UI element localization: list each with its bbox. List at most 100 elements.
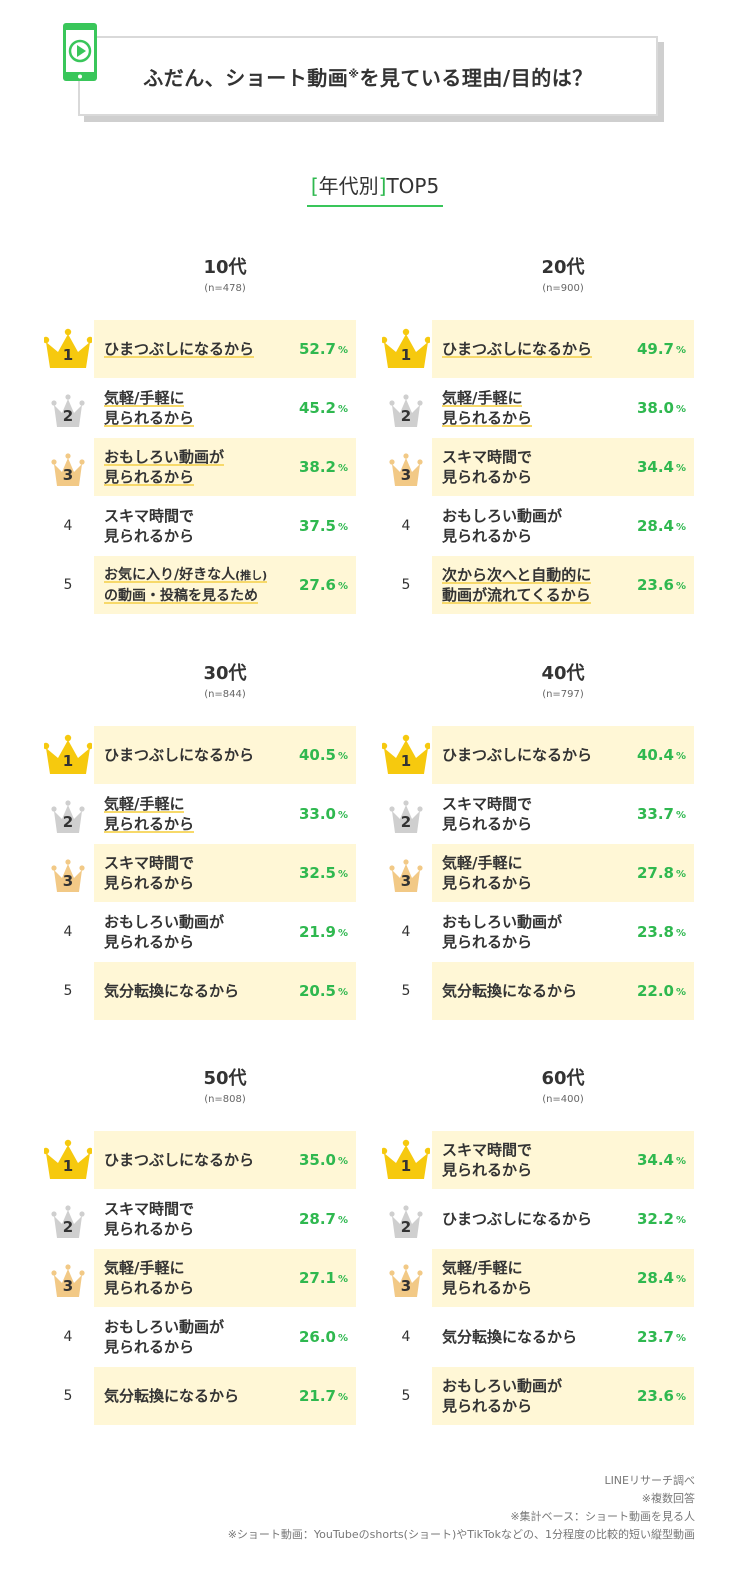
rank-badge: 3 — [38, 1249, 98, 1307]
reason-label: おもしろい動画が 見られるから — [104, 913, 225, 951]
rank-number: 4 — [63, 1329, 73, 1345]
reason-box: お気に入り/好きな人(推し) の動画・投稿を見るため 27.6% — [94, 556, 356, 614]
rank-badge: 5 — [38, 556, 98, 614]
reason-box: ひまつぶしになるから 49.7% — [432, 320, 694, 378]
sample-size: (n=808) — [204, 1094, 246, 1105]
rank-number: 2 — [62, 1218, 74, 1236]
percent-value: 27.8% — [636, 864, 686, 882]
reason-label: お気に入り/好きな人(推し) の動画・投稿を見るため — [104, 566, 268, 604]
percent-value: 33.7% — [636, 805, 686, 823]
rank-row: 4 おもしろい動画が 見られるから 26.0% — [38, 1308, 368, 1366]
reason-box: 気軽/手軽に 見られるから 38.0% — [432, 379, 694, 437]
reason-box: 次から次へと自動的に 動画が流れてくるから 23.6% — [432, 556, 694, 614]
rank-badge: 2 — [376, 1190, 436, 1248]
page-title: ふだん、ショート動画※を見ている理由/目的は？ — [143, 65, 593, 90]
percent-value: 38.0% — [636, 399, 686, 417]
rank-badge: 4 — [376, 903, 436, 961]
rank-badge: 3 — [376, 844, 436, 902]
percent-value: 32.2% — [636, 1210, 686, 1228]
percent-value: 40.4% — [636, 746, 686, 764]
age-title: 20代 — [541, 257, 585, 278]
rank-badge: 3 — [376, 1249, 436, 1307]
age-title: 50代 — [203, 1068, 247, 1089]
reason-label: 気軽/手軽に 見られるから — [442, 1259, 533, 1297]
percent-value: 40.5% — [298, 746, 348, 764]
percent-value: 23.8% — [636, 923, 686, 941]
rank-number: 1 — [62, 752, 74, 770]
reason-label: 気分転換になるから — [442, 1328, 578, 1346]
rank-row: 5 気分転換になるから 22.0% — [376, 962, 706, 1020]
reason-label: スキマ時間で 見られるから — [442, 448, 533, 486]
age-title: 30代 — [203, 663, 247, 684]
sample-size: (n=844) — [204, 689, 246, 700]
reason-label: ひまつぶしになるから — [104, 1151, 255, 1169]
sample-size: (n=797) — [542, 689, 584, 700]
reason-label: スキマ時間で 見られるから — [442, 795, 533, 833]
gold-crown-icon — [382, 734, 430, 774]
rank-row: 2 スキマ時間で 見られるから 33.7% — [376, 785, 706, 843]
reason-label: 気軽/手軽に 見られるから — [442, 389, 533, 427]
age-header: 50代 (n=808) — [94, 1068, 356, 1105]
rank-number: 3 — [62, 872, 74, 890]
reason-box: おもしろい動画が 見られるから 38.2% — [94, 438, 356, 496]
silver-crown-icon — [51, 800, 85, 833]
reason-label: 気分転換になるから — [442, 982, 578, 1000]
rank-row: 4 おもしろい動画が 見られるから 28.4% — [376, 497, 706, 555]
definition-note: ※ショート動画：YouTubeのshorts(ショート)やTikTokなどの、1… — [227, 1528, 695, 1541]
percent-value: 33.0% — [298, 805, 348, 823]
percent-value: 27.1% — [298, 1269, 348, 1287]
rank-badge: 1 — [38, 1131, 98, 1189]
percent-value: 28.4% — [636, 517, 686, 535]
percent-value: 52.7% — [298, 340, 348, 358]
bronze-crown-icon — [389, 859, 423, 892]
reason-label: スキマ時間で 見られるから — [104, 1200, 195, 1238]
rank-badge: 3 — [38, 438, 98, 496]
reason-label: 気分転換になるから — [104, 982, 240, 1000]
reason-box: 気分転換になるから 22.0% — [432, 962, 694, 1020]
percent-value: 45.2% — [298, 399, 348, 417]
reason-box: 気軽/手軽に 見られるから 45.2% — [94, 379, 356, 437]
percent-value: 21.9% — [298, 923, 348, 941]
rank-number: 3 — [400, 1277, 412, 1295]
reason-label: 気軽/手軽に 見られるから — [104, 795, 195, 833]
rank-badge: 3 — [38, 844, 98, 902]
source-note: LINEリサーチ調べ — [604, 1474, 695, 1487]
sample-size: (n=478) — [204, 283, 246, 294]
rank-number: 3 — [400, 466, 412, 484]
reason-label: スキマ時間で 見られるから — [104, 854, 195, 892]
rank-row: 5 気分転換になるから 21.7% — [38, 1367, 368, 1425]
header-box: ふだん、ショート動画※を見ている理由/目的は？ — [78, 36, 658, 116]
phone-play-icon — [63, 23, 97, 81]
subtitle: [年代別]TOP5 — [0, 170, 750, 207]
reason-label: 気軽/手軽に 見られるから — [104, 389, 195, 427]
reason-box: ひまつぶしになるから 35.0% — [94, 1131, 356, 1189]
silver-crown-icon — [389, 1205, 423, 1238]
rank-number: 3 — [62, 466, 74, 484]
reason-box: おもしろい動画が 見られるから 21.9% — [94, 903, 356, 961]
age-header: 30代 (n=844) — [94, 663, 356, 700]
reason-box: おもしろい動画が 見られるから 23.8% — [432, 903, 694, 961]
reason-box: 気分転換になるから 23.7% — [432, 1308, 694, 1366]
rank-number: 4 — [63, 518, 73, 534]
rank-number: 2 — [62, 813, 74, 831]
percent-value: 34.4% — [636, 1151, 686, 1169]
reason-box: スキマ時間で 見られるから 34.4% — [432, 438, 694, 496]
reason-label: スキマ時間で 見られるから — [442, 1141, 533, 1179]
rank-badge: 1 — [38, 320, 98, 378]
reason-label: おもしろい動画が 見られるから — [104, 448, 225, 486]
rank-badge: 5 — [376, 1367, 436, 1425]
rank-row: 3 気軽/手軽に 見られるから 27.8% — [376, 844, 706, 902]
rank-row: 2 スキマ時間で 見られるから 28.7% — [38, 1190, 368, 1248]
rank-row: 5 おもしろい動画が 見られるから 23.6% — [376, 1367, 706, 1425]
reason-label: ひまつぶしになるから — [442, 1210, 593, 1228]
reason-box: スキマ時間で 見られるから 34.4% — [432, 1131, 694, 1189]
percent-value: 35.0% — [298, 1151, 348, 1169]
rank-row: 3 おもしろい動画が 見られるから 38.2% — [38, 438, 368, 496]
percent-value: 26.0% — [298, 1328, 348, 1346]
rank-number: 5 — [63, 983, 73, 999]
gold-crown-icon — [44, 734, 92, 774]
bronze-crown-icon — [51, 1264, 85, 1297]
rank-row: 1 ひまつぶしになるから 40.4% — [376, 726, 706, 784]
rank-badge: 1 — [38, 726, 98, 784]
age-header: 20代 (n=900) — [432, 257, 694, 294]
